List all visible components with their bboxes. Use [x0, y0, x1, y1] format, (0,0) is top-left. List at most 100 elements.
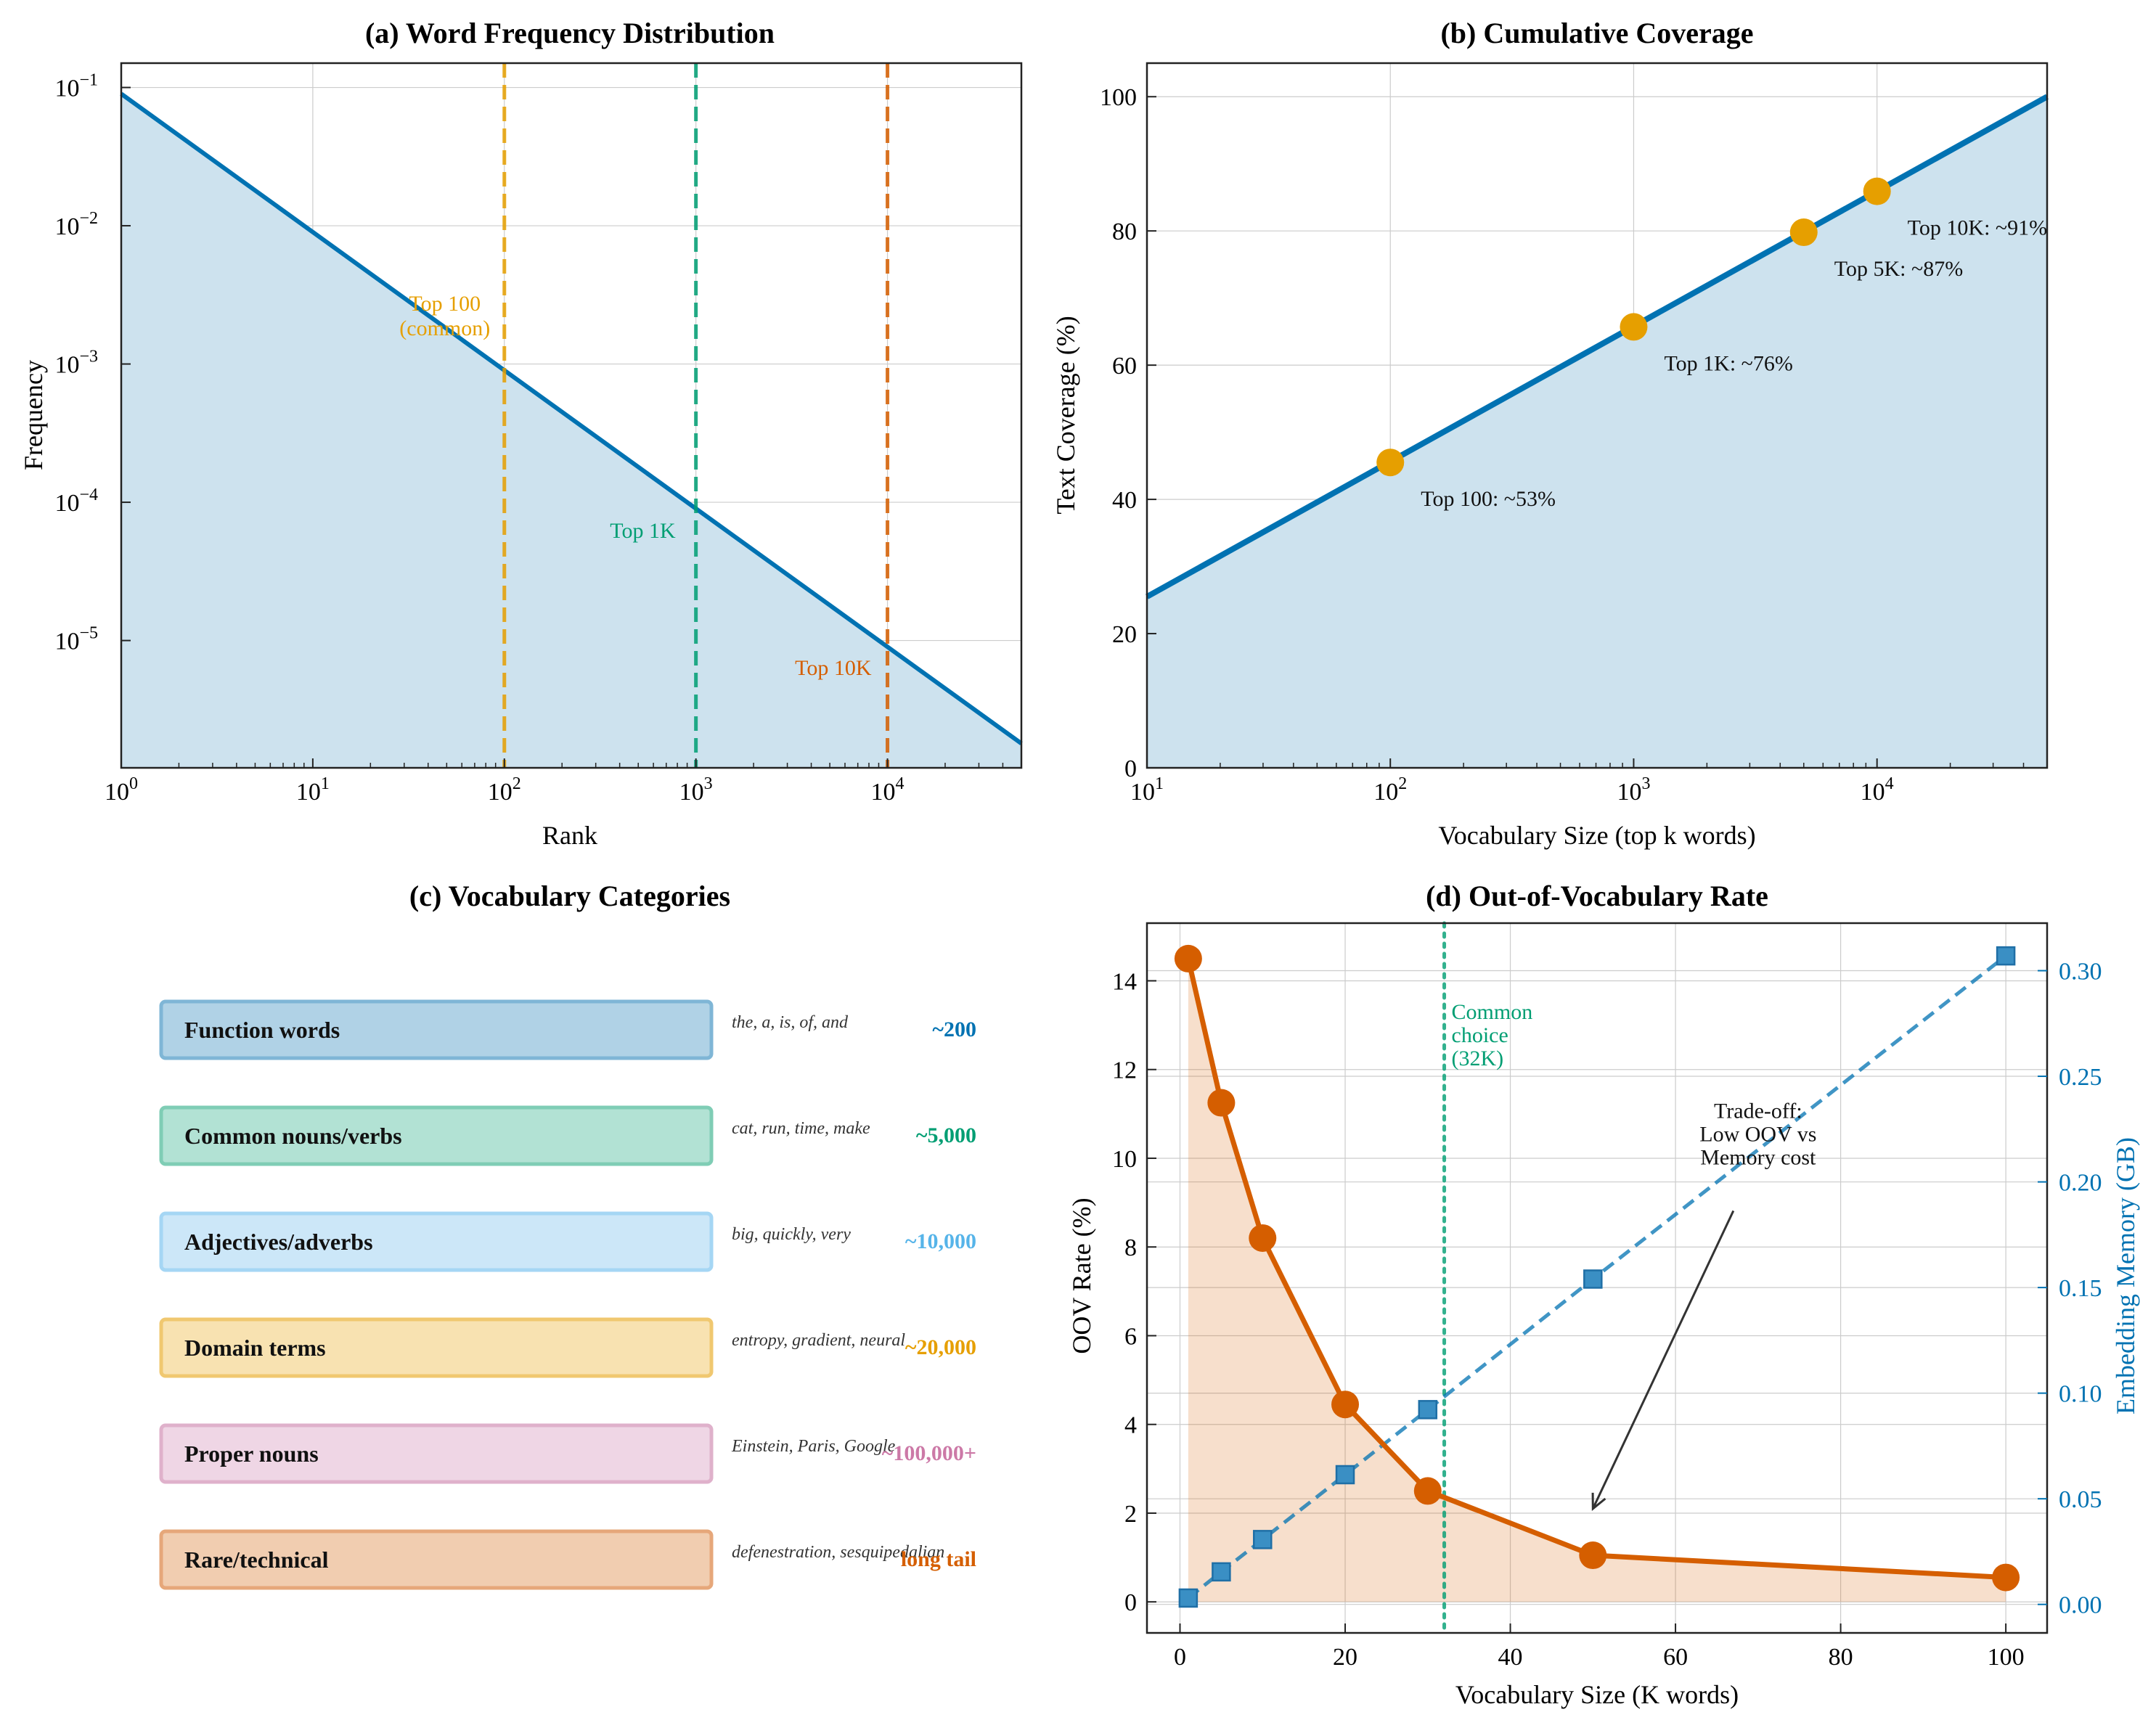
a-x-tick-label-exponent: 2 [513, 774, 521, 793]
d-memory-point-4 [1418, 1400, 1438, 1420]
d-memory-point-3 [1335, 1465, 1355, 1485]
a-x-tick-label-base: 10 [488, 779, 513, 806]
b-marker-2 [1789, 218, 1818, 247]
a-frequency-line [120, 91, 1023, 745]
b-frame [1146, 62, 2049, 769]
a-x-tick-label-base: 10 [871, 779, 896, 806]
panel-d-right-y-label: Embedding Memory (GB) [2111, 1137, 2140, 1414]
d-y-right-tick-label: 0.30 [2059, 958, 2102, 985]
category-box [159, 1423, 714, 1484]
d-common-choice-label: choice [1452, 1023, 1508, 1047]
category-name: Common nouns/verbs [184, 1123, 402, 1149]
a-vline-label-0: (common) [399, 316, 490, 340]
a-y-tick-label-exponent: −3 [79, 348, 98, 366]
b-x-tick-label-exponent: 1 [1155, 774, 1164, 793]
a-y-tick-label: 10−5 [54, 624, 98, 655]
d-common-choice-label: (32K) [1452, 1047, 1504, 1070]
d-y-tick-label: 2 [1124, 1501, 1137, 1528]
panel-b-plot-area: Top 100: ~53% Top 1K: ~76% Top 5K: ~87% Top… [1100, 62, 2049, 806]
category-box [159, 1317, 714, 1378]
b-x-tick-label: 101 [1130, 774, 1164, 806]
d-y-right-tick-label: 0.05 [2059, 1486, 2102, 1513]
panel-a-y-label: Frequency [19, 360, 48, 470]
d-y-tick-label: 0 [1124, 1589, 1137, 1616]
d-x-tick-label: 60 [1663, 1644, 1688, 1671]
d-oov-point-4 [1413, 1477, 1442, 1505]
d-y-right-tick-label: 0.20 [2059, 1170, 2102, 1197]
d-tradeoff-label: Memory cost [1700, 1145, 1816, 1169]
panel-a-title: (a) Word Frequency Distribution [365, 17, 775, 49]
category-count: long tail [901, 1547, 976, 1571]
panel-cumulative-coverage: (b) Cumulative Coverage Top 100: ~53%Top… [1051, 17, 2049, 850]
d-x-tick-label: 40 [1498, 1644, 1523, 1671]
category-examples: Einstein, Paris, Google [731, 1437, 896, 1456]
panel-d-title: (d) Out-of-Vocabulary Rate [1426, 880, 1768, 912]
b-x-tick-label: 102 [1373, 774, 1407, 806]
a-vline-label-2: Top 10K [795, 656, 872, 680]
d-y-tick-label: 12 [1112, 1057, 1137, 1084]
a-y-tick-label-exponent: −2 [79, 209, 98, 228]
a-y-tick-label: 10−2 [54, 209, 98, 240]
b-marker-label-2: Top 5K: ~87% [1834, 257, 1963, 281]
category-examples: cat, run, time, make [732, 1119, 870, 1138]
a-x-tick-label-base: 10 [679, 779, 704, 806]
a-x-tick-label-exponent: 0 [129, 774, 138, 793]
b-y-tick-label: 60 [1112, 353, 1137, 380]
b-y-tick-label: 0 [1124, 755, 1137, 782]
d-y-tick-label: 8 [1124, 1234, 1137, 1261]
b-area-fill [1147, 97, 2047, 768]
a-y-tick-label-base: 10 [54, 75, 79, 102]
d-memory-point-5 [1583, 1269, 1603, 1289]
b-marker-3 [1863, 177, 1891, 205]
d-oov-point-5 [1579, 1541, 1607, 1570]
b-coverage-line [1146, 94, 2049, 599]
b-x-tick-label-base: 10 [1130, 779, 1155, 806]
a-frame [120, 62, 1023, 769]
a-y-tick-label-base: 10 [54, 352, 79, 379]
d-frame [1146, 922, 2049, 1634]
d-common-choice-label: Common [1452, 1000, 1533, 1024]
category-row: Proper nouns Einstein, Paris, Google~100,… [159, 1423, 976, 1484]
category-list: Function words the, a, is, of, and ~200 Com… [159, 999, 976, 1590]
category-row: Function words the, a, is, of, and ~200 [159, 999, 976, 1060]
a-y-tick-label-exponent: −4 [79, 486, 98, 504]
category-name: Function words [184, 1017, 340, 1043]
b-y-tick-label: 20 [1112, 621, 1137, 648]
d-y-tick-label: 14 [1112, 968, 1137, 995]
a-x-tick-label-base: 10 [105, 779, 129, 806]
panel-c-title: (c) Vocabulary Categories [409, 880, 730, 912]
category-examples: big, quickly, very [732, 1225, 851, 1244]
b-x-tick-label: 103 [1617, 774, 1650, 806]
b-marker-label-0: Top 100: ~53% [1421, 487, 1556, 511]
a-x-tick-label-exponent: 4 [896, 774, 905, 793]
a-y-tick-label: 10−4 [54, 486, 98, 517]
a-x-tick-label: 100 [105, 774, 138, 806]
a-y-tick-label-base: 10 [54, 490, 79, 517]
b-marker-label-1: Top 1K: ~76% [1664, 351, 1792, 375]
panel-word-frequency: (a) Word Frequency Distribution Top 100(… [19, 17, 1023, 850]
b-y-tick-label: 40 [1112, 487, 1137, 514]
d-y-right-tick-label: 0.15 [2059, 1275, 2102, 1302]
category-examples: the, a, is, of, and [732, 1013, 849, 1032]
d-tradeoff-arrow [1591, 1210, 1735, 1510]
d-y-tick-label: 10 [1112, 1146, 1137, 1173]
panel-a-x-label: Rank [542, 821, 597, 850]
d-memory-point-1 [1212, 1562, 1231, 1582]
d-memory-point-6 [1996, 946, 2016, 966]
b-marker-0 [1376, 449, 1405, 477]
category-examples: defenestration, sesquipedalian [732, 1543, 944, 1562]
d-x-tick-label: 80 [1829, 1644, 1853, 1671]
b-x-tick-label-base: 10 [1861, 779, 1885, 806]
b-y-tick-label: 100 [1100, 84, 1137, 111]
b-x-tick-label: 104 [1861, 774, 1894, 806]
b-x-tick-label-base: 10 [1617, 779, 1641, 806]
d-y-tick-label: 4 [1124, 1412, 1137, 1439]
a-x-tick-label: 104 [871, 774, 905, 806]
category-box [159, 1529, 714, 1590]
category-name: Adjectives/adverbs [184, 1229, 373, 1255]
category-count: ~20,000 [905, 1335, 976, 1359]
category-row: Adjectives/adverbs big, quickly, very ~10,… [159, 1211, 976, 1272]
category-row: Domain terms entropy, gradient, neural ~20… [159, 1317, 976, 1378]
panel-oov-rate: (d) Out-of-Vocabulary Rate Commonchoice(… [1067, 880, 2140, 1709]
